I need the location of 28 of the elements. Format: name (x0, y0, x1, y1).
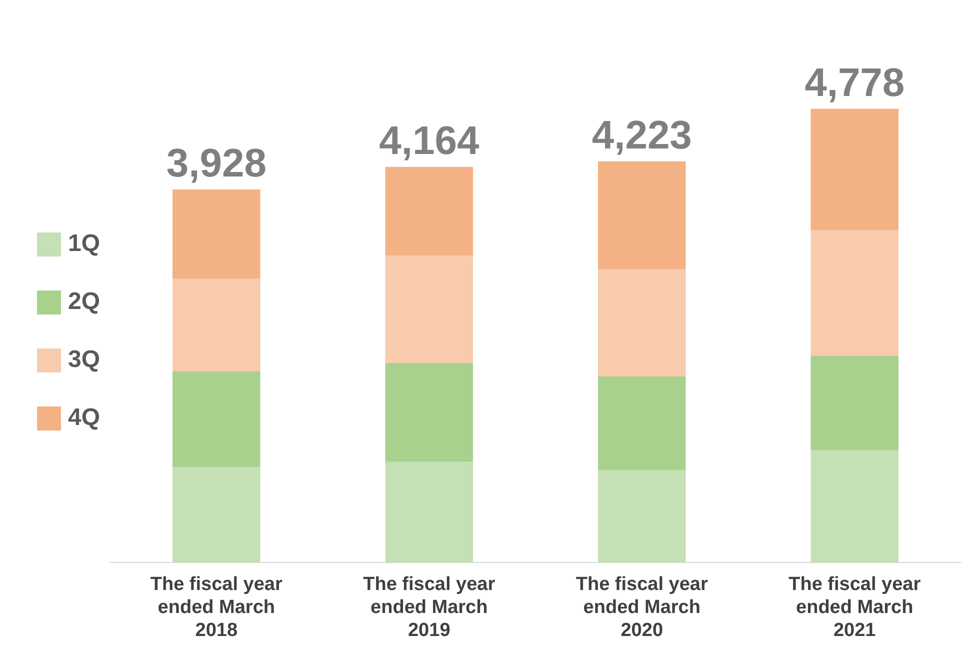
annotation: 3,928 (166, 142, 266, 186)
annotation: 4,164 (379, 118, 480, 163)
bar (598, 161, 686, 270)
x-tick-label: The fiscal year ended March 2020 (576, 574, 708, 641)
legend-label: 3Q (68, 346, 100, 374)
x-tick-label: The fiscal year ended March 2018 (150, 574, 283, 641)
annotation: 4,223 (592, 113, 692, 158)
bar (810, 230, 899, 356)
bar (598, 470, 686, 563)
x-tick-label: The fiscal year ended March 2019 (363, 574, 496, 641)
legend-label: 2Q (68, 288, 100, 316)
annotation: 4,778 (804, 60, 905, 105)
bar (385, 462, 474, 563)
bar (810, 450, 899, 563)
bar (598, 269, 686, 377)
x-tick-label: The fiscal year ended March 2021 (788, 574, 922, 641)
bar (172, 371, 260, 468)
bar (385, 362, 474, 462)
legend-label: 4Q (68, 404, 100, 432)
bar (598, 376, 686, 470)
bar (385, 256, 474, 363)
bar (810, 108, 899, 230)
legend-label: 1Q (68, 230, 100, 258)
bar (385, 166, 474, 256)
bar (810, 356, 899, 450)
bar (172, 278, 260, 372)
bar (172, 467, 260, 563)
bar (172, 190, 260, 278)
